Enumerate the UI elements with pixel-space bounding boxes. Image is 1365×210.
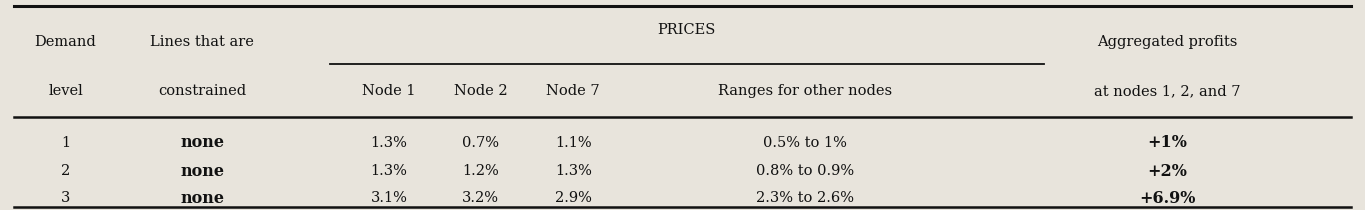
Text: Ranges for other nodes: Ranges for other nodes xyxy=(718,84,893,98)
Text: 0.7%: 0.7% xyxy=(461,136,500,150)
Text: 1: 1 xyxy=(61,136,70,150)
Text: 1.3%: 1.3% xyxy=(554,164,592,178)
Text: 1.3%: 1.3% xyxy=(370,136,408,150)
Text: Demand: Demand xyxy=(34,35,97,49)
Text: PRICES: PRICES xyxy=(658,24,715,37)
Text: +2%: +2% xyxy=(1147,163,1188,180)
Text: level: level xyxy=(48,84,83,98)
Text: 3.1%: 3.1% xyxy=(370,192,408,205)
Text: Node 1: Node 1 xyxy=(362,84,416,98)
Text: Node 7: Node 7 xyxy=(546,84,601,98)
Text: 1.1%: 1.1% xyxy=(556,136,591,150)
Text: Aggregated profits: Aggregated profits xyxy=(1097,35,1237,49)
Text: 0.5% to 1%: 0.5% to 1% xyxy=(763,136,848,150)
Text: +6.9%: +6.9% xyxy=(1138,190,1196,207)
Text: 0.8% to 0.9%: 0.8% to 0.9% xyxy=(756,164,854,178)
Text: none: none xyxy=(180,134,224,151)
Text: Node 2: Node 2 xyxy=(453,84,508,98)
Text: 3: 3 xyxy=(61,192,70,205)
Text: none: none xyxy=(180,190,224,207)
Text: at nodes 1, 2, and 7: at nodes 1, 2, and 7 xyxy=(1093,84,1241,98)
Text: 1.3%: 1.3% xyxy=(370,164,408,178)
Text: 2.9%: 2.9% xyxy=(554,192,592,205)
Text: constrained: constrained xyxy=(158,84,246,98)
Text: Lines that are: Lines that are xyxy=(150,35,254,49)
Text: +1%: +1% xyxy=(1147,134,1188,151)
Text: 1.2%: 1.2% xyxy=(463,164,498,178)
Text: none: none xyxy=(180,163,224,180)
Text: 3.2%: 3.2% xyxy=(461,192,500,205)
Text: 2: 2 xyxy=(61,164,70,178)
Text: 2.3% to 2.6%: 2.3% to 2.6% xyxy=(756,192,854,205)
